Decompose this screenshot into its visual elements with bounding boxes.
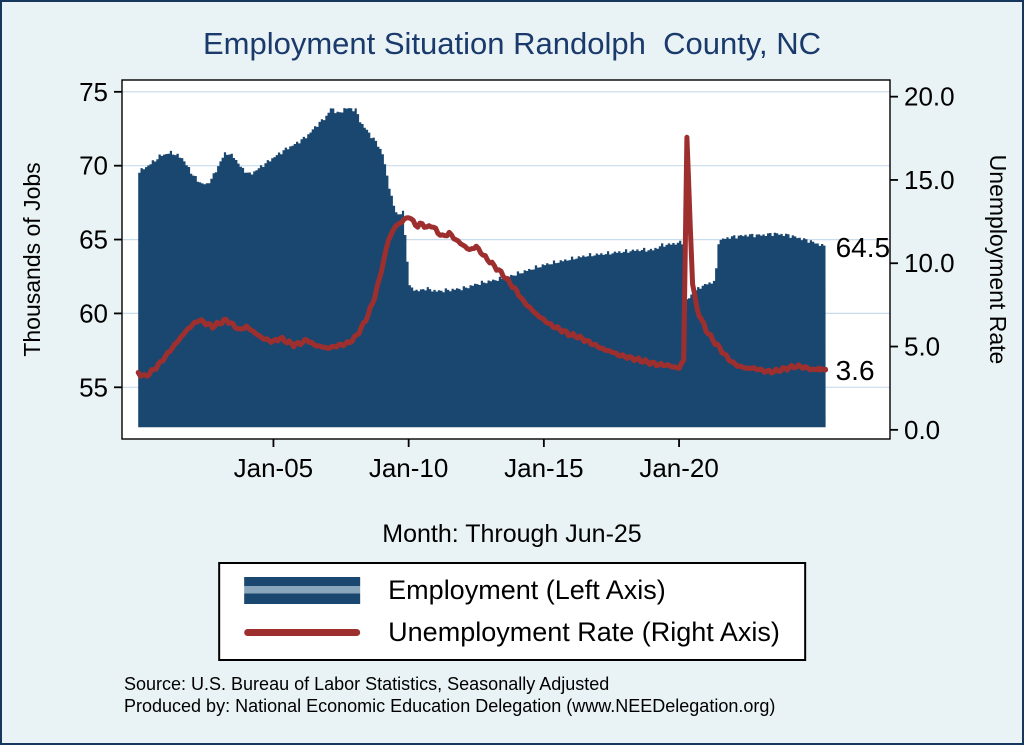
x-axis-tick-label: Jan-20: [639, 453, 719, 483]
x-axis-label: Month: Through Jun-25: [382, 520, 642, 548]
left-axis-tick-label: 55: [79, 372, 108, 402]
left-axis-tick-label: 65: [79, 225, 108, 255]
right-axis-tick-label: 0.0: [904, 415, 940, 445]
legend-swatch-unemployment-line: [244, 629, 361, 636]
x-axis-tick-label: Jan-15: [504, 453, 584, 483]
right-axis-tick-label: 20.0: [904, 82, 955, 112]
x-axis-tick-label: Jan-05: [234, 453, 314, 483]
right-axis-tick-label: 15.0: [904, 165, 955, 195]
footnote-source: Source: U.S. Bureau of Labor Statistics,…: [124, 674, 610, 694]
plot-border: [121, 79, 891, 440]
left-axis-tick-label: 60: [79, 298, 108, 328]
annotation-employment-value: 64.5: [836, 232, 891, 263]
annotation-unemployment-value: 3.6: [836, 355, 875, 386]
legend: Employment (Left Axis) Unemployment Rate…: [218, 562, 806, 661]
footnote-produced: Produced by: National Economic Education…: [124, 695, 776, 716]
footnotes: Source: U.S. Bureau of Labor Statistics,…: [124, 674, 775, 718]
plot-canvas: 55 60 65 70 75 0.0 5.0 10.0 15.0 20.0 Jan-05 Jan-10…: [19, 77, 1011, 483]
legend-label-unemployment: Unemployment Rate (Right Axis): [388, 617, 780, 647]
chart-title: Employment Situation Randolph County, NC: [202, 26, 822, 61]
legend-row-unemployment: Unemployment Rate (Right Axis): [244, 617, 780, 648]
left-axis-title: Thousands of Jobs: [19, 162, 45, 356]
right-axis-tick-label: 10.0: [904, 248, 955, 278]
employment-area-series: [138, 108, 826, 428]
x-axis-tick-label: Jan-10: [369, 453, 449, 483]
left-axis-tick-label: 70: [79, 151, 108, 181]
left-axis-tick-label: 75: [79, 77, 108, 107]
legend-row-employment: Employment (Left Axis): [244, 575, 780, 606]
unemployment-line-series: [135, 134, 829, 379]
right-axis-title: Unemployment Rate: [985, 155, 1011, 365]
legend-label-employment: Employment (Left Axis): [388, 575, 666, 605]
right-axis-tick-label: 5.0: [904, 332, 940, 362]
legend-swatch-employment: [244, 577, 361, 604]
